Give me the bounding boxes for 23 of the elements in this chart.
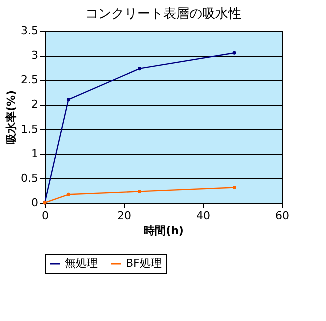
- x-axis-title: 時間(h): [144, 224, 184, 238]
- x-tick-label: 0: [42, 210, 49, 222]
- y-tick-label: 2: [32, 98, 38, 112]
- point: [232, 51, 236, 55]
- y-axis-title: 吸水率(%): [5, 90, 18, 145]
- point: [138, 190, 142, 194]
- x-tick-label: 40: [196, 210, 210, 222]
- x-tick-label: 60: [276, 210, 290, 222]
- y-tick-label: 0: [32, 196, 38, 210]
- legend-label: BF処理: [126, 257, 162, 270]
- y-tick-label: 2.5: [21, 74, 38, 87]
- y-tick-label: 1: [32, 147, 38, 160]
- point: [66, 192, 70, 196]
- point: [66, 98, 70, 102]
- chart-title: コンクリート表層の吸水性: [86, 7, 242, 22]
- legend-label: 無処理: [65, 257, 98, 270]
- y-tick-label: 3: [32, 49, 38, 62]
- point: [138, 67, 142, 71]
- y-tick-label: 1.5: [21, 122, 38, 136]
- y-tick-label: 0.5: [21, 172, 38, 185]
- x-tick-label: 20: [118, 210, 132, 222]
- point: [232, 186, 236, 190]
- y-tick-label: 3.5: [21, 24, 38, 38]
